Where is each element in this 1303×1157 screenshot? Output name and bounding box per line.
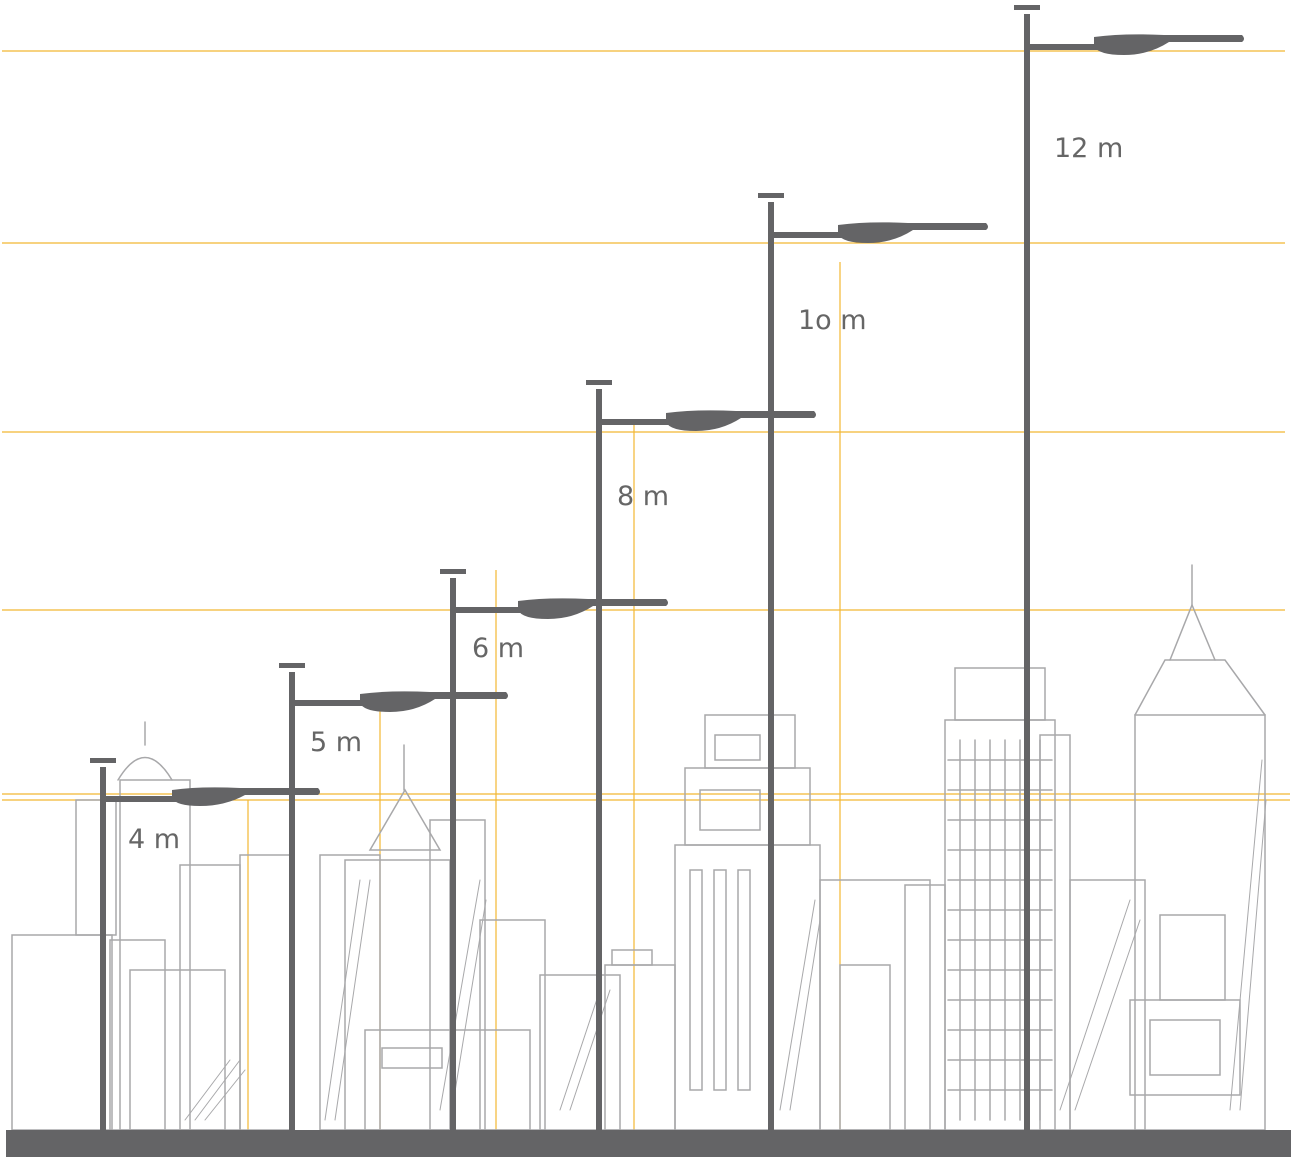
pole-arm (100, 796, 180, 802)
lamp-head (172, 787, 320, 806)
lamp-head (518, 598, 668, 619)
pole-arm (450, 607, 525, 613)
pole-label-6m: 6 m (472, 633, 524, 664)
building (381, 1047, 443, 1069)
pole-cap (90, 758, 116, 763)
building (954, 667, 1046, 721)
building (75, 799, 117, 936)
pole-label-5m: 5 m (310, 727, 362, 758)
building-dome (117, 756, 173, 781)
building (1129, 999, 1241, 1096)
lamp-pole-12m (1014, 5, 1244, 1140)
lamp-head (1094, 34, 1244, 55)
building-grid (947, 739, 1053, 1121)
lamp-pole-5m (279, 663, 508, 1140)
building-spire-tower (1169, 603, 1216, 661)
lamp-pole-4m (90, 758, 320, 1140)
pole-cap (758, 193, 784, 198)
pole-height-labels: 4 m 5 m 6 m 8 m 1o m 12 m (128, 133, 1123, 855)
building (429, 819, 486, 1131)
building-hatching (184, 759, 1267, 1121)
ground-bar (6, 1130, 1291, 1157)
building (819, 879, 931, 1131)
pole-shaft (768, 202, 774, 1140)
building (684, 767, 811, 846)
building-windows (737, 869, 751, 1091)
pole-shaft (100, 767, 106, 1140)
pole-arm (768, 232, 844, 238)
building-windows (714, 734, 761, 761)
pole-cap (279, 663, 305, 668)
pole-cap (440, 569, 466, 574)
pole-arm (1024, 44, 1100, 50)
building (109, 939, 166, 1131)
pole-cap (586, 380, 612, 385)
pole-label-8m: 8 m (617, 481, 669, 512)
pole-arm (596, 419, 672, 425)
building-windows (713, 869, 727, 1091)
building (944, 719, 1056, 1131)
building (604, 964, 676, 1131)
building (344, 859, 451, 1131)
building (129, 969, 226, 1131)
building (364, 1029, 531, 1131)
building-windows (1159, 914, 1226, 1001)
lamp-head (666, 410, 816, 431)
building-roof (1134, 659, 1266, 716)
pole-shaft (596, 389, 602, 1140)
building-windows (1149, 1019, 1221, 1076)
building (611, 949, 653, 966)
building (839, 964, 891, 1131)
building (479, 919, 546, 1131)
building (1134, 714, 1266, 1131)
pole-shaft (1024, 14, 1030, 1140)
pole-arm (289, 700, 367, 706)
building-windows (689, 869, 703, 1091)
lamp-pole-8m (586, 380, 816, 1140)
height-guide-lines (2, 50, 1290, 1130)
building (539, 974, 621, 1131)
building (704, 714, 796, 769)
building (319, 854, 381, 1131)
lamp-head (360, 691, 508, 712)
lamp-head (838, 222, 988, 243)
building-spire-tower (368, 788, 442, 851)
building (674, 844, 821, 1131)
building (11, 934, 113, 1131)
lamp-poles (90, 5, 1244, 1140)
pole-label-4m: 4 m (128, 824, 180, 855)
pole-shaft (289, 672, 295, 1140)
pole-shaft (450, 578, 456, 1140)
building (904, 884, 946, 1131)
lamp-pole-10m (758, 193, 988, 1140)
building (179, 864, 241, 1131)
pole-label-12m: 12 m (1054, 133, 1123, 164)
building-windows (699, 789, 761, 831)
pole-label-10m: 1o m (798, 305, 867, 336)
city-skyline-sketch (11, 564, 1267, 1131)
pole-cap (1014, 5, 1040, 10)
lamp-pole-6m (440, 569, 668, 1140)
